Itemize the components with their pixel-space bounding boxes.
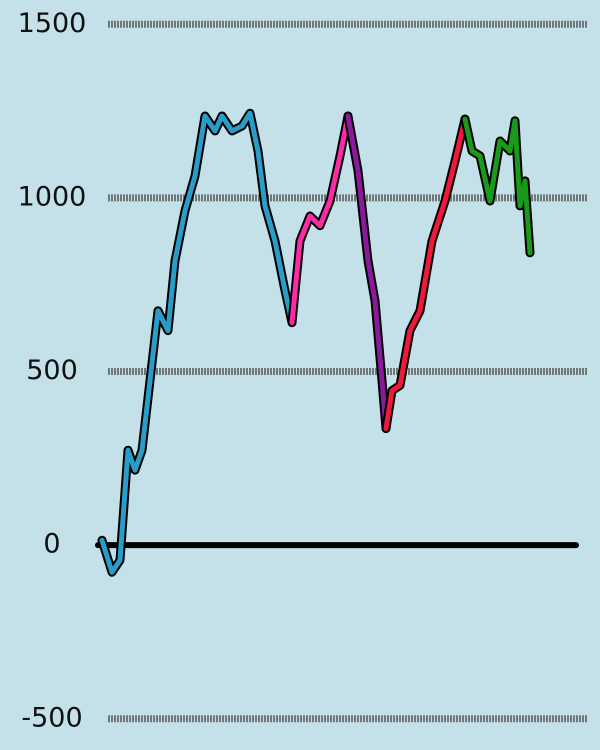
y-tick-label: -500 — [21, 702, 82, 733]
series-line — [345, 113, 389, 431]
series-line — [289, 113, 351, 326]
series-line — [383, 116, 468, 431]
y-tick-label: 1500 — [18, 8, 87, 39]
series-line — [462, 116, 533, 256]
y-tick-label: 0 — [43, 529, 60, 560]
series-line — [99, 110, 295, 575]
y-tick-label: 500 — [26, 355, 78, 386]
y-tick-label: 1000 — [18, 181, 87, 212]
